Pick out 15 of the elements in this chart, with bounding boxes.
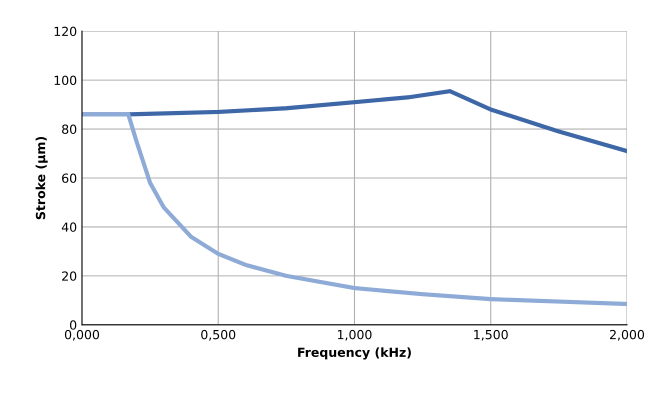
y-tick-label: 60	[62, 173, 76, 183]
y-tick-label: 100	[54, 76, 76, 86]
line-series	[82, 112, 627, 306]
y-axis-title: Stroke (µm)	[36, 136, 48, 220]
x-tick-label: 0,000	[64, 330, 100, 341]
y-tick-label: 40	[62, 222, 76, 232]
x-tick-label: 1,000	[338, 330, 372, 341]
y-tick-label: 120	[54, 26, 76, 36]
x-tick-label: 0,500	[201, 330, 236, 341]
x-axis-title: Frequency (kHz)	[298, 347, 411, 360]
x-tick-label: 2,000	[610, 330, 644, 341]
y-tick-label: 0	[70, 320, 76, 330]
y-tick-label: 20	[62, 271, 76, 281]
x-tick-label: 1,500	[474, 330, 508, 341]
y-tick-label: 80	[62, 124, 76, 134]
